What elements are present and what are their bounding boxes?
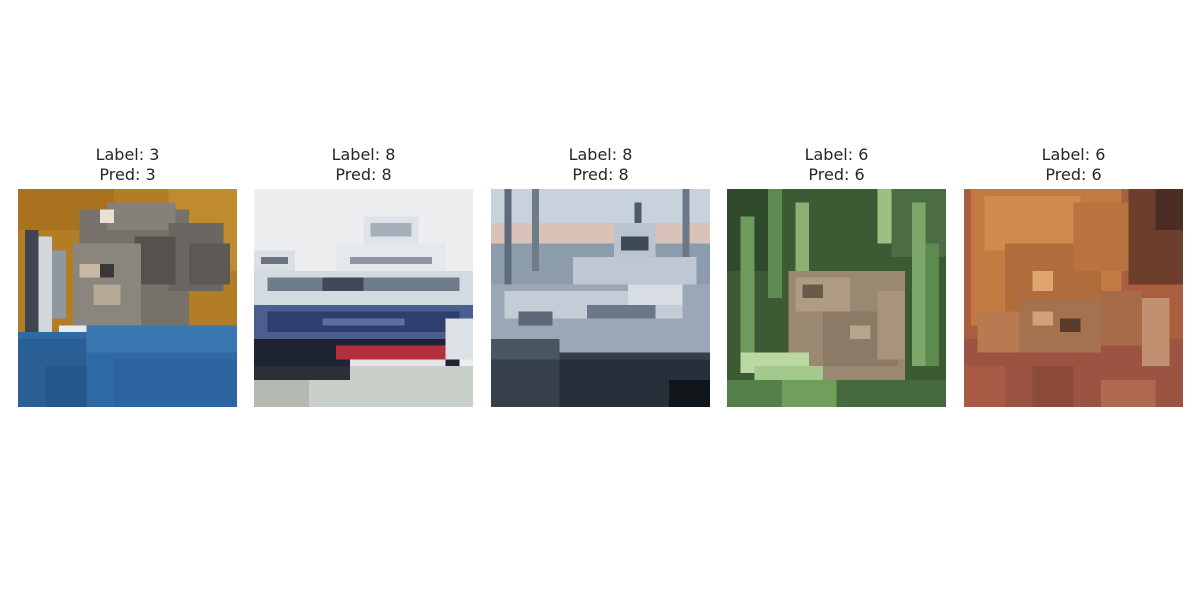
panel-title: Label: 6 Pred: 6 xyxy=(727,145,946,189)
panel-title: Label: 3 Pred: 3 xyxy=(18,145,237,189)
predicted-label: Pred: 8 xyxy=(572,165,629,184)
cat-image xyxy=(18,189,237,407)
ship-image xyxy=(491,189,710,407)
panel-title: Label: 8 Pred: 8 xyxy=(254,145,473,189)
true-label: Label: 3 xyxy=(95,145,160,164)
predicted-label: Pred: 6 xyxy=(1045,165,1102,184)
sample-panel: Label: 6 Pred: 6 xyxy=(964,145,1183,407)
sample-panel: Label: 3 Pred: 3 xyxy=(18,145,237,407)
panel-title: Label: 8 Pred: 8 xyxy=(491,145,710,189)
sample-panel: Label: 6 Pred: 6 xyxy=(727,145,946,407)
true-label: Label: 6 xyxy=(804,145,869,164)
predicted-label: Pred: 8 xyxy=(335,165,392,184)
true-label: Label: 6 xyxy=(1041,145,1106,164)
frog-image xyxy=(964,189,1183,407)
sample-panel: Label: 8 Pred: 8 xyxy=(491,145,710,407)
predicted-label: Pred: 6 xyxy=(808,165,865,184)
sample-panel: Label: 8 Pred: 8 xyxy=(254,145,473,407)
true-label: Label: 8 xyxy=(331,145,396,164)
predicted-label: Pred: 3 xyxy=(99,165,156,184)
panel-title: Label: 6 Pred: 6 xyxy=(964,145,1183,189)
true-label: Label: 8 xyxy=(568,145,633,164)
ship-image xyxy=(254,189,473,407)
frog-image xyxy=(727,189,946,407)
